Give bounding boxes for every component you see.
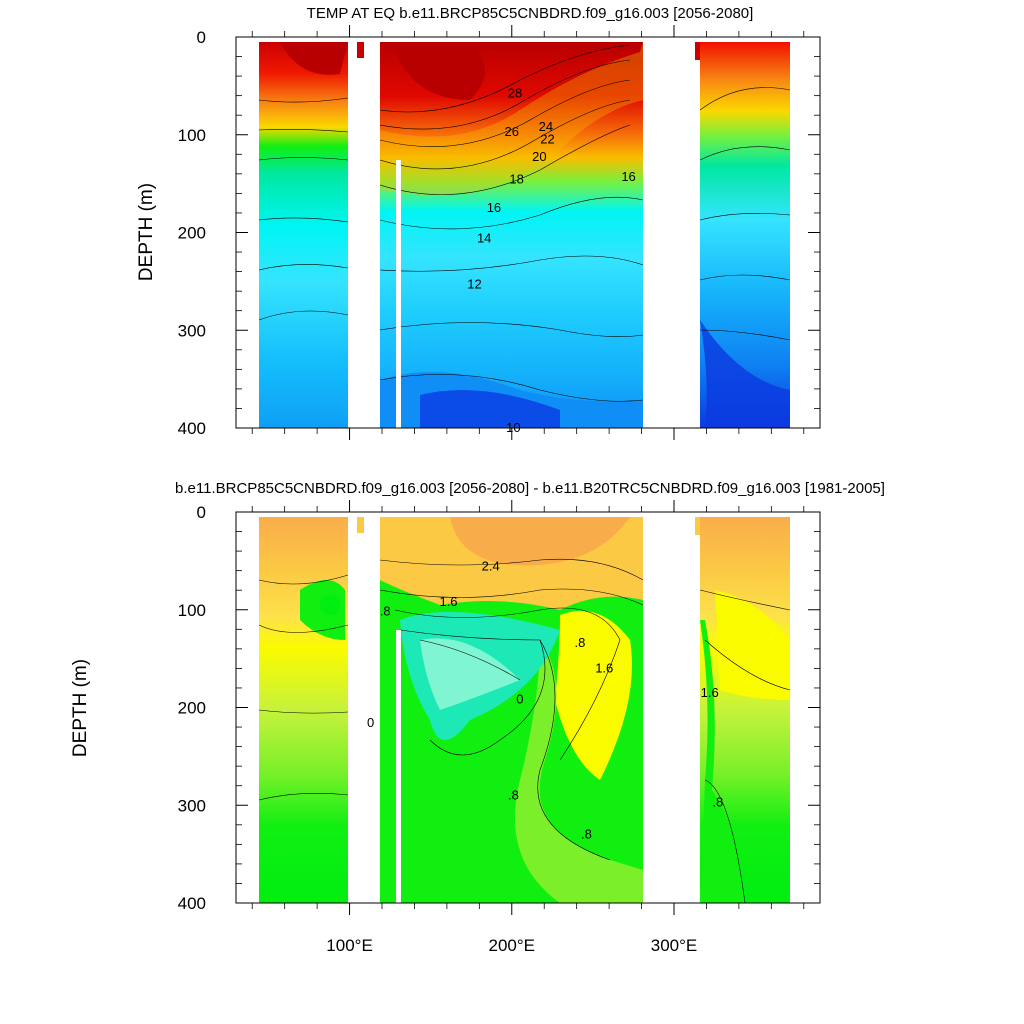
contour-label: 1.6 bbox=[595, 660, 613, 675]
pacific-field bbox=[380, 42, 643, 428]
contour-label: 14 bbox=[477, 230, 491, 245]
land-fleck-1 bbox=[357, 517, 364, 533]
axes: 0 100 200 300 400 bbox=[178, 25, 820, 440]
land-mask-1 bbox=[348, 512, 380, 903]
temperature-panel: TEMP AT EQ b.e11.BRCP85C5CNBDRD.f09_g16.… bbox=[136, 5, 821, 440]
contour-label: 22 bbox=[540, 132, 554, 147]
contour-label: .8 bbox=[712, 794, 723, 809]
contour-label: 16 bbox=[487, 200, 501, 215]
land-mask-2 bbox=[396, 160, 401, 428]
contour-label: 0 bbox=[516, 692, 523, 707]
land-fleck-1 bbox=[357, 42, 364, 58]
land-fleck-2 bbox=[695, 42, 700, 60]
y-tick-label: 200 bbox=[178, 699, 206, 718]
deep-cold-pacific bbox=[420, 390, 560, 428]
contour-label: 1.6 bbox=[439, 594, 457, 609]
contour-label: .8 bbox=[380, 604, 391, 619]
contour-label-layer: 2.4 1.6 .8 .8 1.6 0 0 1.6 .8 .8 .8 bbox=[367, 559, 723, 842]
contour-label: 2.4 bbox=[482, 559, 500, 574]
contour-label: 0 bbox=[367, 715, 374, 730]
difference-field bbox=[258, 512, 791, 903]
y-tick-label: 400 bbox=[178, 419, 206, 438]
contour-label: 18 bbox=[509, 172, 523, 187]
y-tick-label: 300 bbox=[178, 321, 206, 340]
west-dark-patch bbox=[320, 595, 340, 615]
contour-label: 26 bbox=[505, 124, 519, 139]
x-tick-label: 100°E bbox=[326, 936, 373, 955]
west-ocean-field bbox=[259, 517, 348, 903]
east-green-patch bbox=[700, 620, 745, 903]
contour-label: 12 bbox=[467, 276, 481, 291]
contour-label: .8 bbox=[581, 827, 592, 842]
land-mask-3 bbox=[643, 37, 700, 428]
land-fleck-2 bbox=[695, 517, 700, 535]
difference-panel: b.e11.BRCP85C5CNBDRD.f09_g16.003 [2056-2… bbox=[70, 480, 885, 955]
y-tick-label: 0 bbox=[197, 503, 206, 522]
temperature-field bbox=[258, 37, 791, 428]
y-tick-label: 400 bbox=[178, 894, 206, 913]
west-ocean-field bbox=[259, 42, 348, 428]
contour-label: 28 bbox=[508, 86, 522, 101]
contour-label: 20 bbox=[532, 149, 546, 164]
contour-label: 16 bbox=[621, 169, 635, 184]
deep-cold-east bbox=[700, 320, 790, 428]
contour-label: 24 bbox=[539, 119, 553, 134]
land-mask-3 bbox=[643, 512, 700, 903]
y-tick-label: 0 bbox=[197, 28, 206, 47]
upper-warmest-region bbox=[450, 517, 630, 566]
panel-title: b.e11.BRCP85C5CNBDRD.f09_g16.003 [2056-2… bbox=[175, 480, 885, 497]
warm-pool-core bbox=[280, 42, 348, 75]
y-tick-label: 100 bbox=[178, 126, 206, 145]
warm-pool-core-pacific bbox=[392, 42, 485, 100]
y-tick-label: 300 bbox=[178, 796, 206, 815]
panel-title: TEMP AT EQ b.e11.BRCP85C5CNBDRD.f09_g16.… bbox=[307, 5, 754, 22]
land-mask-2 bbox=[396, 630, 401, 903]
cool-core-inner bbox=[420, 638, 520, 710]
contour-label: 1.6 bbox=[701, 685, 719, 700]
axes: 0 100 200 300 400 100°E 200°E 300°E bbox=[178, 500, 820, 955]
contour-label: .8 bbox=[508, 787, 519, 802]
thermocline-band bbox=[380, 42, 643, 196]
x-tick-label: 300°E bbox=[651, 936, 698, 955]
lime-lobe bbox=[515, 640, 643, 903]
contour-label: .8 bbox=[574, 635, 585, 650]
x-tick-label: 200°E bbox=[489, 936, 536, 955]
y-tick-label: 100 bbox=[178, 601, 206, 620]
y-tick-label: 200 bbox=[178, 224, 206, 243]
land-mask-1 bbox=[348, 37, 380, 428]
y-axis-label: DEPTH (m) bbox=[70, 659, 91, 757]
y-axis-label: DEPTH (m) bbox=[136, 183, 157, 281]
east-yellow-patch bbox=[715, 590, 790, 700]
